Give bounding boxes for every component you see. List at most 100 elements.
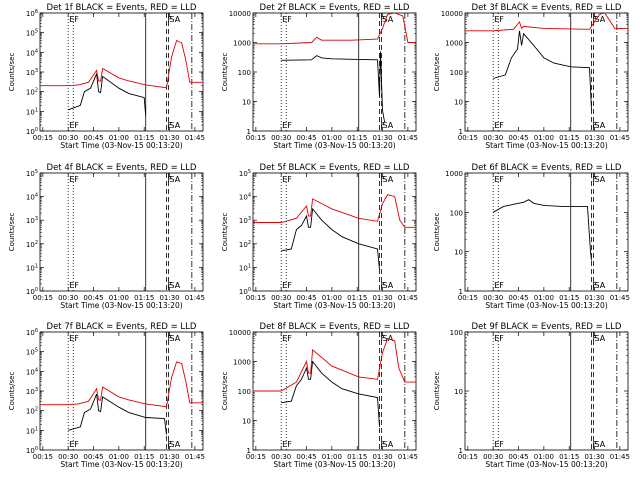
marker-label: F — [287, 334, 292, 343]
x-tick-label: 01:45 — [610, 134, 630, 142]
x-axis-title: Start Time (03-Nov-15 00:13:20) — [485, 301, 607, 310]
x-tick-label: 01:15 — [134, 134, 154, 142]
marker-label-bottom: F — [593, 121, 598, 130]
marker-label: F — [593, 334, 598, 343]
chart-title: Det 1f BLACK = Events, RED = LLD — [47, 3, 197, 13]
marker-label-bottom: F — [499, 440, 504, 449]
x-tick-label: 00:30 — [271, 453, 291, 461]
chart-panel-9: Det 9f BLACK = Events, RED = LLD 1 10 100 00… — [433, 322, 630, 469]
series-events — [68, 72, 147, 116]
x-tick-label: 01:00 — [322, 134, 342, 142]
marker-label: E — [282, 334, 287, 343]
y-tick-label: 1000 — [233, 359, 251, 367]
y-tick-label: 105 — [239, 169, 251, 178]
marker-label-bottom: F — [499, 281, 504, 290]
marker-label-bottom: F — [287, 281, 292, 290]
marker-label: SA — [170, 175, 181, 184]
marker-label-bottom: F — [74, 121, 79, 130]
x-axis-title: Start Time (03-Nov-15 00:13:20) — [273, 141, 395, 150]
x-tick-label: 00:30 — [271, 294, 291, 302]
series-lld — [253, 194, 416, 228]
chart-title: Det 7f BLACK = Events, RED = LLD — [47, 322, 197, 332]
y-tick-label: 102 — [26, 88, 38, 97]
chart-title: Det 9f BLACK = Events, RED = LLD — [472, 322, 622, 332]
marker-label-bottom: F — [593, 281, 598, 290]
x-tick-label: 01:00 — [109, 453, 129, 461]
marker-label-bottom: E — [282, 121, 287, 130]
x-axis-title: Start Time (03-Nov-15 00:13:20) — [60, 460, 182, 469]
marker-label-bottom: F — [381, 121, 386, 130]
chart-panel-6: Det 6f BLACK = Events, RED = LLD 1 10 100 10… — [433, 163, 630, 310]
x-tick-label: 01:45 — [398, 134, 418, 142]
y-tick-label: 1 — [247, 447, 251, 455]
x-tick-label: 01:30 — [372, 453, 392, 461]
marker-label: F — [593, 175, 598, 184]
x-tick-label: 01:30 — [372, 294, 392, 302]
y-axis-title: Counts/sec — [433, 372, 441, 411]
marker-label: F — [381, 15, 386, 24]
y-tick-label: 10 — [454, 249, 463, 257]
x-tick-label: 01:30 — [584, 453, 604, 461]
marker-label-bottom: E — [494, 440, 499, 449]
marker-label-bottom: F — [381, 281, 386, 290]
marker-label: F — [168, 334, 173, 343]
marker-label-bottom: SA — [383, 440, 394, 449]
y-tick-label: 10 — [242, 418, 251, 426]
x-tick-label: 01:45 — [610, 453, 630, 461]
chart-panel-1: Det 1f BLACK = Events, RED = LLD 100 101 10… — [8, 3, 205, 150]
chart-panel-7: Det 7f BLACK = Events, RED = LLD 100 101 10… — [8, 322, 205, 469]
marker-label: E — [494, 15, 499, 24]
y-tick-label: 100 — [26, 127, 38, 136]
x-tick-label: 01:15 — [134, 294, 154, 302]
x-tick-label: 00:45 — [83, 453, 103, 461]
y-tick-label: 101 — [239, 263, 251, 272]
x-tick-label: 00:15 — [33, 134, 53, 142]
series-events — [281, 51, 386, 123]
y-tick-label: 100 — [238, 388, 251, 396]
chart-title: Det 2f BLACK = Events, RED = LLD — [260, 3, 410, 13]
x-axis-title: Start Time (03-Nov-15 00:13:20) — [485, 141, 607, 150]
x-tick-label: 01:30 — [584, 294, 604, 302]
marker-label-bottom: E — [282, 281, 287, 290]
series-lld — [40, 361, 203, 408]
marker-label-bottom: SA — [383, 281, 394, 290]
marker-label: E — [494, 175, 499, 184]
y-axis-title: Counts/sec — [8, 372, 16, 411]
x-tick-label: 00:30 — [483, 134, 503, 142]
x-axis-title: Start Time (03-Nov-15 00:13:20) — [60, 301, 182, 310]
y-tick-label: 101 — [26, 107, 38, 116]
y-tick-label: 104 — [26, 193, 38, 202]
x-tick-label: 00:45 — [296, 294, 316, 302]
marker-label: F — [499, 175, 504, 184]
marker-label: E — [69, 334, 74, 343]
y-tick-label: 100 — [450, 69, 463, 77]
y-tick-label: 102 — [26, 407, 38, 416]
x-tick-label: 01:00 — [109, 134, 129, 142]
y-tick-label: 105 — [26, 169, 38, 178]
x-tick-label: 01:45 — [398, 453, 418, 461]
series-events — [68, 393, 167, 435]
marker-label: SA — [595, 15, 606, 24]
y-axis-title: Counts/sec — [8, 53, 16, 92]
x-tick-label: 01:30 — [159, 294, 179, 302]
chart-title: Det 4f BLACK = Events, RED = LLD — [47, 163, 197, 173]
marker-label: E — [282, 15, 287, 24]
marker-label: F — [381, 175, 386, 184]
y-tick-label: 10 — [454, 99, 463, 107]
series-events — [281, 207, 380, 270]
x-tick-label: 00:45 — [83, 294, 103, 302]
marker-label: E — [494, 334, 499, 343]
plot-frame — [252, 12, 417, 132]
x-tick-label: 00:15 — [33, 453, 53, 461]
marker-label: F — [74, 15, 79, 24]
y-tick-label: 103 — [26, 387, 38, 396]
x-tick-label: 01:00 — [534, 294, 554, 302]
plot-frame — [464, 172, 629, 292]
marker-label: F — [74, 175, 79, 184]
series-lld — [465, 13, 628, 32]
plot-frame — [39, 172, 204, 292]
y-tick-label: 10000 — [229, 10, 251, 18]
x-tick-label: 01:00 — [534, 453, 554, 461]
y-tick-label: 105 — [26, 29, 38, 38]
